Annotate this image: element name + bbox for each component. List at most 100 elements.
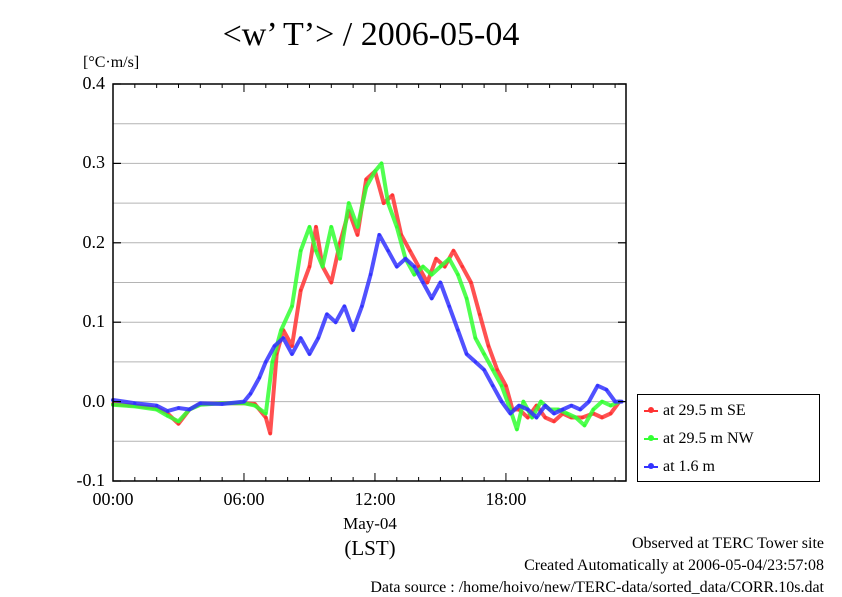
x-date-label: May-04 — [343, 514, 397, 533]
data-point — [500, 400, 504, 404]
data-point — [395, 265, 399, 269]
footer-observed: Observed at TERC Tower site — [631, 535, 824, 552]
data-point — [279, 328, 283, 332]
data-point — [355, 225, 360, 229]
data-point — [438, 265, 442, 269]
data-point — [325, 312, 329, 316]
data-point — [526, 415, 530, 420]
data-point — [534, 415, 539, 420]
data-point — [434, 257, 438, 261]
y-tick-label: 0.4 — [82, 73, 106, 93]
data-point — [552, 419, 556, 423]
data-point — [430, 296, 434, 300]
data-point — [307, 265, 312, 269]
data-point — [500, 384, 504, 388]
x-tick-label: 18:00 — [485, 489, 527, 509]
data-point — [329, 225, 333, 229]
legend-label: at 1.6 m — [663, 458, 715, 475]
data-point — [486, 344, 491, 348]
legend-item: at 29.5 m SE — [644, 401, 746, 421]
plot-frame — [112, 83, 627, 482]
data-point — [609, 411, 613, 416]
data-point — [408, 249, 412, 253]
data-point — [565, 411, 569, 416]
series-line-1 — [111, 169, 622, 436]
data-point — [491, 384, 495, 388]
footer-source: Data source : /home/hoivo/new/TERC-data/… — [370, 579, 824, 596]
data-point — [133, 404, 137, 408]
data-point — [290, 344, 294, 348]
data-point — [521, 400, 526, 404]
data-point — [491, 368, 495, 372]
data-point — [600, 400, 604, 404]
data-point — [220, 402, 224, 406]
data-point — [552, 411, 556, 416]
data-point — [166, 414, 170, 418]
data-point — [447, 304, 451, 308]
data-point — [360, 304, 364, 308]
y-tick-label: 0.1 — [82, 311, 106, 332]
data-point — [373, 169, 377, 173]
y-tick-label: 0.2 — [82, 231, 106, 252]
data-point — [395, 225, 399, 229]
data-point — [591, 407, 595, 412]
series-line-3 — [111, 232, 624, 420]
data-point — [600, 415, 604, 420]
data-point — [334, 320, 338, 324]
legend-swatch — [644, 435, 658, 441]
data-point — [176, 406, 181, 410]
data-point — [299, 249, 303, 253]
legend-swatch — [644, 463, 658, 469]
data-point — [596, 384, 600, 388]
data-point — [482, 352, 486, 356]
data-point — [382, 201, 386, 205]
y-tick-label: -0.1 — [76, 470, 106, 490]
data-point — [569, 404, 574, 408]
data-point — [543, 404, 547, 408]
data-point — [351, 328, 355, 332]
data-point — [504, 384, 508, 388]
data-point — [412, 265, 416, 269]
x-tick-label: 12:00 — [354, 489, 396, 509]
data-point — [242, 400, 246, 404]
data-point — [539, 400, 543, 404]
data-point — [268, 431, 272, 435]
data-point — [390, 193, 394, 197]
data-point — [248, 392, 253, 396]
data-point — [253, 404, 257, 408]
legend-item: at 29.5 m NW — [644, 429, 754, 449]
data-point — [438, 280, 442, 285]
data-point — [482, 368, 486, 372]
data-point — [198, 401, 202, 405]
data-point — [587, 400, 591, 404]
data-point — [342, 304, 346, 308]
data-point — [290, 352, 294, 356]
data-point — [526, 407, 530, 412]
x-tick-label: 00:00 — [92, 489, 134, 509]
data-point — [582, 423, 587, 427]
legend-label: at 29.5 m SE — [663, 402, 746, 419]
data-point — [314, 225, 318, 229]
data-point — [364, 177, 368, 181]
data-point — [299, 336, 303, 340]
data-point — [155, 404, 159, 408]
data-point — [412, 273, 416, 277]
data-point — [176, 419, 181, 423]
data-point — [379, 161, 384, 165]
data-point — [578, 407, 582, 412]
data-point — [613, 400, 617, 404]
data-point — [517, 404, 521, 408]
legend-item: at 1.6 m — [644, 457, 715, 477]
data-point — [473, 336, 477, 340]
data-point — [314, 249, 318, 253]
data-point — [347, 201, 351, 205]
data-point — [377, 233, 381, 237]
data-point — [257, 376, 261, 380]
data-point — [580, 415, 584, 420]
data-point — [270, 360, 274, 364]
y-tick-label: 0.3 — [82, 152, 106, 173]
data-point — [456, 328, 460, 332]
data-point — [447, 257, 451, 261]
data-point — [473, 360, 477, 364]
